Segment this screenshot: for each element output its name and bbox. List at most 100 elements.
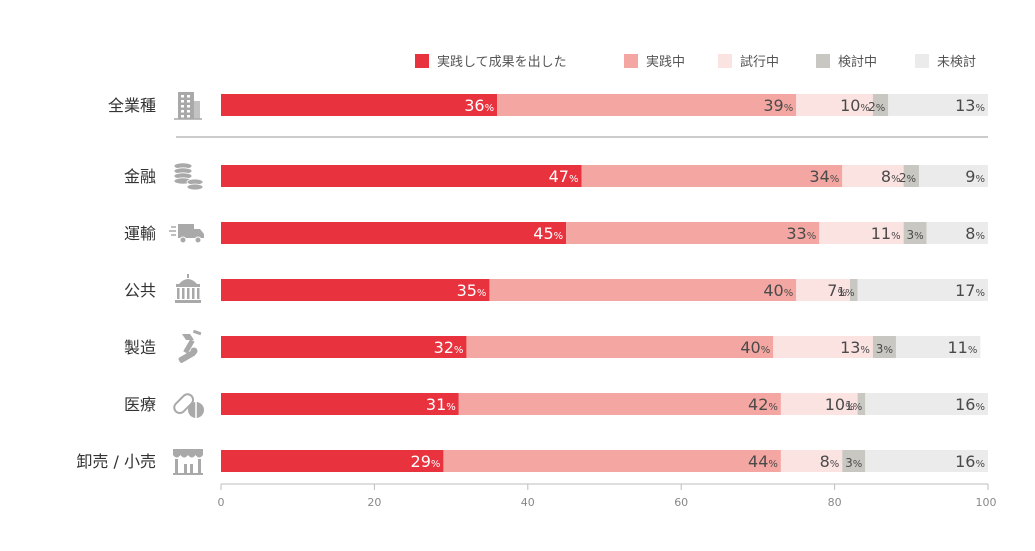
legend-swatch bbox=[624, 54, 638, 68]
bar-segment bbox=[849, 279, 858, 301]
category-row: 公共 35% 40% 7%1% 17% bbox=[124, 274, 988, 303]
bar-value-label: 16% bbox=[955, 395, 985, 414]
category-row: 製造 32% 40% 13% 3% 11% bbox=[124, 329, 981, 363]
bar-segment bbox=[796, 279, 850, 301]
bar-segment bbox=[842, 165, 904, 187]
category-label: 金融 bbox=[124, 167, 156, 186]
category-row: 運輸 45% 33% 11% 3% 8% bbox=[124, 222, 988, 244]
bar-segment bbox=[489, 279, 797, 301]
bar-value-label: 8% bbox=[881, 167, 901, 186]
bar-segment bbox=[796, 94, 873, 116]
bar-value-label: 3% bbox=[845, 456, 862, 470]
bar-segment bbox=[903, 165, 919, 187]
category-row: 卸売 / 小売 29% 44% 8% 3% 16% bbox=[76, 449, 988, 475]
bar-value-label: 10% bbox=[825, 395, 855, 414]
bar-segment bbox=[903, 222, 927, 244]
bar-segment bbox=[566, 222, 820, 244]
category-row: 金融 47% 34% 8%2% 9% bbox=[124, 162, 988, 191]
bar-segment bbox=[857, 393, 866, 415]
category-label: 公共 bbox=[124, 281, 156, 300]
legend-label: 実践して成果を出した bbox=[437, 54, 567, 70]
x-tick-label: 80 bbox=[828, 496, 842, 509]
bar-value-label: 35% bbox=[457, 281, 487, 300]
bar-segment bbox=[221, 94, 498, 116]
coin-stack-icon bbox=[173, 162, 204, 191]
x-tick-label: 20 bbox=[367, 496, 381, 509]
bar-value-label: 39% bbox=[763, 96, 793, 115]
bar-segment bbox=[581, 165, 843, 187]
bar-value-label: 44% bbox=[748, 452, 778, 471]
government-building-icon bbox=[175, 274, 201, 303]
bar-value-label: 7% bbox=[827, 281, 847, 300]
bar-segment bbox=[819, 222, 904, 244]
bar-segment bbox=[497, 94, 797, 116]
bar-segment bbox=[865, 393, 988, 415]
legend: 実践して成果を出した 実践中 試行中 検討中 未検討 bbox=[415, 54, 976, 70]
legend-swatch bbox=[718, 54, 732, 68]
bar-value-label: 29% bbox=[411, 452, 441, 471]
category-row: 医療 31% 42% 10%1% 16% bbox=[124, 393, 988, 418]
x-tick-label: 60 bbox=[674, 496, 688, 509]
bar-segment bbox=[918, 165, 988, 187]
chart-rows: 全業種 36% 39% 10%2% 13%金融 47% 34% 8%2% 9%運輸 45% 33% 1… bbox=[76, 92, 988, 475]
bar-segment bbox=[221, 279, 490, 301]
bar-value-label: 11% bbox=[871, 224, 901, 243]
x-axis: 0 20 40 60 80 100 bbox=[218, 483, 997, 509]
legend-item: 試行中 bbox=[718, 54, 779, 70]
bar-value-label: 8% bbox=[965, 224, 985, 243]
bar-segment bbox=[872, 336, 896, 358]
robot-arm-icon bbox=[178, 329, 202, 363]
bar-value-label: 1% bbox=[845, 399, 862, 413]
bar-segment bbox=[872, 94, 889, 116]
bar-segment bbox=[773, 336, 873, 358]
delivery-truck-icon bbox=[169, 224, 204, 244]
bar-value-label: 34% bbox=[809, 167, 839, 186]
x-tick-label: 40 bbox=[521, 496, 535, 509]
bar-segment bbox=[221, 222, 567, 244]
bar-value-label: 40% bbox=[740, 338, 770, 357]
bar-segment bbox=[221, 336, 467, 358]
bar-segment bbox=[443, 450, 781, 472]
legend-label: 試行中 bbox=[740, 54, 779, 70]
category-row: 全業種 36% 39% 10%2% 13% bbox=[108, 92, 988, 120]
legend-item: 検討中 bbox=[816, 54, 877, 70]
legend-label: 実践中 bbox=[646, 54, 685, 70]
x-tick-label: 0 bbox=[218, 496, 225, 509]
bar-value-label: 2% bbox=[868, 100, 885, 114]
office-building-icon bbox=[174, 92, 202, 120]
bar-value-label: 31% bbox=[426, 395, 456, 414]
bar-value-label: 40% bbox=[763, 281, 793, 300]
bar-value-label: 10% bbox=[840, 96, 870, 115]
bar-value-label: 16% bbox=[955, 452, 985, 471]
category-label: 運輸 bbox=[124, 224, 156, 243]
medicine-pill-icon bbox=[173, 393, 204, 418]
category-label: 卸売 / 小売 bbox=[76, 452, 156, 471]
bar-value-label: 17% bbox=[955, 281, 985, 300]
legend-swatch bbox=[915, 54, 929, 68]
legend-label: 検討中 bbox=[838, 54, 877, 70]
bar-value-label: 9% bbox=[965, 167, 985, 186]
bar-value-label: 8% bbox=[820, 452, 840, 471]
bar-value-label: 11% bbox=[947, 338, 977, 357]
bar-value-label: 1% bbox=[837, 285, 854, 299]
bar-value-label: 33% bbox=[786, 224, 816, 243]
legend-swatch bbox=[415, 54, 429, 68]
bar-segment bbox=[458, 393, 781, 415]
bar-segment bbox=[780, 393, 858, 415]
bar-segment bbox=[926, 222, 988, 244]
bar-segment bbox=[221, 165, 582, 187]
bar-value-label: 13% bbox=[955, 96, 985, 115]
bar-segment bbox=[221, 393, 459, 415]
bar-value-label: 3% bbox=[876, 342, 893, 356]
bar-segment bbox=[221, 450, 444, 472]
bar-segment bbox=[888, 94, 988, 116]
legend-swatch bbox=[816, 54, 830, 68]
bar-segment bbox=[466, 336, 774, 358]
category-label: 製造 bbox=[124, 338, 156, 357]
bar-value-label: 47% bbox=[549, 167, 579, 186]
storefront-icon bbox=[173, 449, 203, 475]
category-label: 全業種 bbox=[108, 96, 156, 115]
bar-segment bbox=[857, 279, 988, 301]
